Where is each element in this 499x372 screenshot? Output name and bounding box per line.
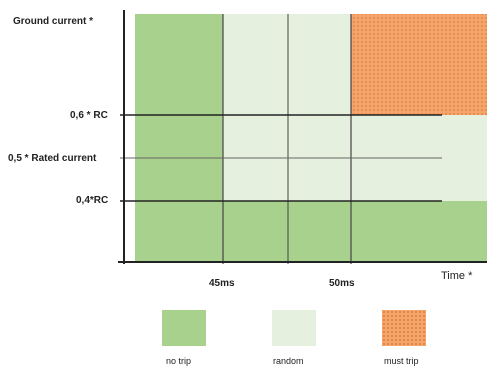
- legend-swatch-must-trip: [382, 310, 426, 346]
- no-trip-region-bottom: [135, 201, 487, 262]
- must-trip-region: [351, 14, 487, 115]
- x-tick-50ms: 50ms: [329, 278, 355, 289]
- legend-label-no-trip: no trip: [166, 356, 192, 366]
- legend-label-must-trip: must trip: [384, 356, 419, 366]
- x-tick-45ms: 45ms: [209, 278, 235, 289]
- y-tick-0-6-rc: 0,6 * RC: [70, 110, 108, 121]
- y-tick-0-4-rc: 0,4*RC: [76, 195, 109, 206]
- legend-label-random: random: [273, 356, 304, 366]
- legend-swatch-random: [272, 310, 316, 346]
- x-axis-title: Time *: [441, 270, 473, 282]
- y-axis-title: Ground current *: [13, 16, 94, 27]
- y-tick-rated-current: 0,5 * Rated current: [8, 153, 97, 164]
- legend-swatch-no-trip: [162, 310, 206, 346]
